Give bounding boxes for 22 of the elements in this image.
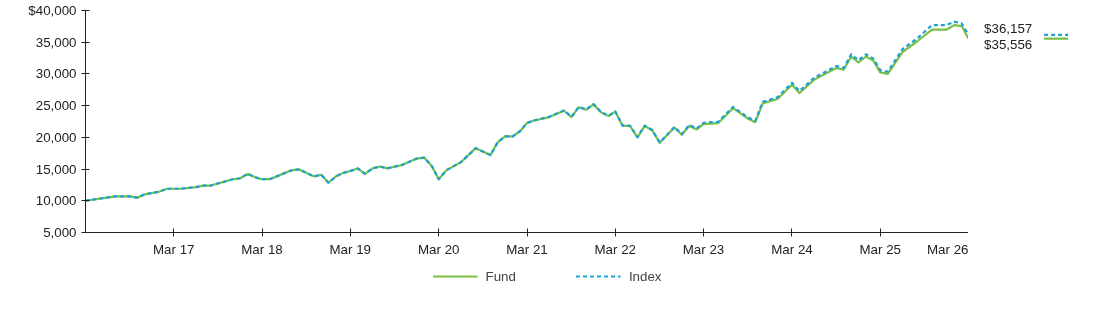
x-tick-label: Mar 22 bbox=[594, 241, 636, 257]
x-tick-label: Mar 20 bbox=[418, 241, 460, 257]
legend-label: Fund bbox=[485, 268, 516, 284]
x-tick-label: Mar 17 bbox=[153, 241, 195, 257]
y-tick-label: 20,000 bbox=[35, 129, 77, 145]
y-tick-label: 35,000 bbox=[35, 34, 77, 50]
y-tick-label: 10,000 bbox=[35, 193, 77, 209]
y-tick-label: 30,000 bbox=[35, 66, 77, 82]
annotation: $35,556 bbox=[984, 37, 1033, 53]
annotation: $36,157 bbox=[984, 21, 1033, 37]
y-tick-label: 25,000 bbox=[35, 98, 77, 114]
x-tick-label: Mar 19 bbox=[329, 241, 371, 257]
x-tick-label: Mar 21 bbox=[506, 241, 548, 257]
x-tick-label: Mar 25 bbox=[859, 241, 901, 257]
y-tick-label: $40,000 bbox=[28, 3, 77, 18]
x-tick-label: Mar 18 bbox=[241, 241, 283, 257]
y-tick-label: 15,000 bbox=[35, 161, 77, 177]
x-tick-label: Mar 23 bbox=[682, 241, 725, 257]
y-tick-label: 5,000 bbox=[43, 225, 77, 240]
x-tick-label: Mar 24 bbox=[771, 241, 814, 257]
legend-label: Index bbox=[628, 268, 662, 284]
x-tick-label: Mar 26 bbox=[927, 241, 969, 257]
